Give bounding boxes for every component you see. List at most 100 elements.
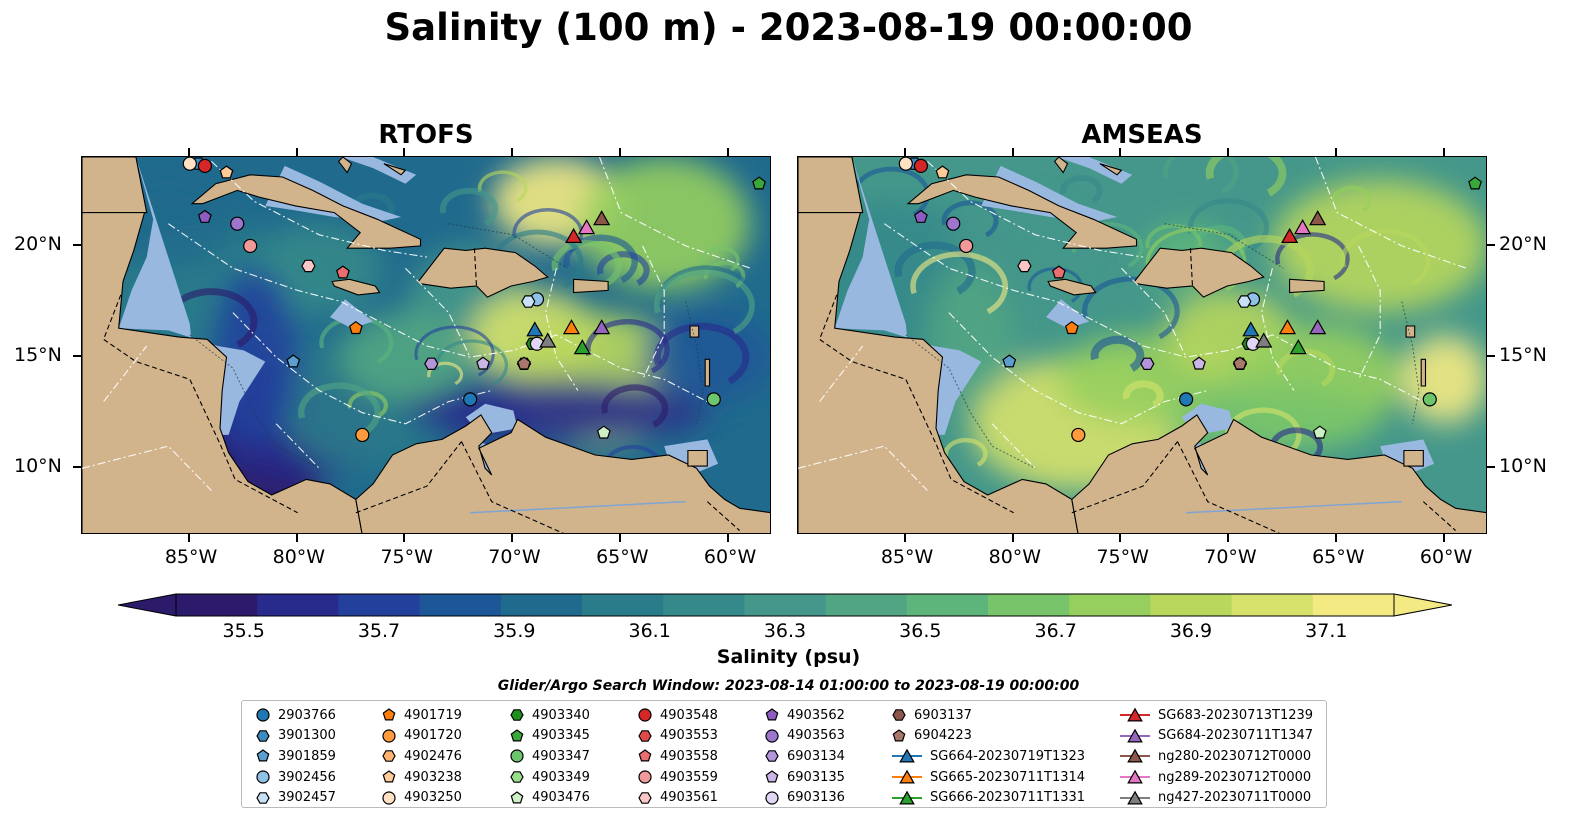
glider-marker-SG665-20230711T1314[interactable] — [562, 319, 581, 335]
float-marker-3902457[interactable] — [521, 295, 536, 308]
float-marker-2903766[interactable] — [1179, 392, 1194, 407]
glider-marker-ng280-20230712T0000[interactable] — [1309, 210, 1327, 226]
colorbar-tick-label: 35.7 — [357, 620, 401, 642]
float-marker-4903250[interactable] — [898, 157, 913, 171]
glider-marker-SG666-20230711T1331[interactable] — [1289, 339, 1307, 355]
legend-label: 4903561 — [660, 790, 718, 806]
panel-title-rtofs: RTOFS — [378, 120, 474, 150]
legend-label: SG683-20230713T1239 — [1158, 707, 1314, 723]
float-marker-4903562[interactable] — [197, 209, 212, 223]
glider-marker-SG665-20230711T1314[interactable] — [1278, 319, 1297, 335]
legend-item: 4903561 — [638, 787, 718, 808]
legend-item: 4903553 — [638, 726, 718, 747]
float-marker-4901719[interactable] — [1064, 320, 1079, 335]
legend-item: 3901300 — [256, 726, 336, 747]
legend-item: ng289-20230712T0000 — [1120, 767, 1313, 788]
glider-marker-SG666-20230711T1331[interactable] — [573, 339, 591, 355]
glider-marker-ng289-20230712T0000[interactable] — [577, 218, 596, 235]
legend-label: 4903345 — [532, 728, 590, 744]
legend-marker-icon — [638, 770, 652, 784]
float-marker-4903548[interactable] — [197, 158, 213, 173]
float-marker-4903559[interactable] — [959, 238, 974, 254]
legend-item: 4903347 — [510, 746, 590, 767]
legend-label: ng280-20230712T0000 — [1158, 748, 1312, 764]
float-marker-4901720[interactable] — [355, 427, 370, 443]
lon-tick — [903, 148, 906, 156]
float-marker-4903558[interactable] — [1051, 265, 1066, 279]
colorbar-segment — [663, 594, 745, 616]
float-marker-4901720[interactable] — [1071, 427, 1086, 443]
float-marker-4903561[interactable] — [301, 259, 316, 273]
legend-label: SG664-20230719T1323 — [930, 748, 1086, 764]
map-panel-amseas[interactable] — [797, 156, 1487, 534]
float-marker-4903476[interactable] — [596, 425, 611, 439]
eez-lines — [82, 157, 751, 491]
legend-marker-icon — [510, 729, 524, 742]
glider-marker-SG683-20230713T1239[interactable] — [565, 227, 583, 244]
float-marker-6903134[interactable] — [1140, 357, 1155, 370]
float-marker-4903345[interactable] — [752, 176, 766, 190]
float-marker-6903135[interactable] — [1192, 356, 1206, 370]
float-marker-3901859[interactable] — [1002, 354, 1017, 368]
float-marker-6903134[interactable] — [424, 357, 439, 370]
glider-marker-SG683-20230713T1239[interactable] — [1281, 227, 1299, 244]
float-marker-4903563[interactable] — [946, 216, 961, 231]
float-marker-4903345[interactable] — [1468, 176, 1482, 190]
legend-marker-icon — [382, 750, 396, 763]
float-marker-3902457[interactable] — [1237, 295, 1252, 308]
float-marker-2903766[interactable] — [463, 392, 478, 407]
float-marker-6904223[interactable] — [1233, 356, 1247, 370]
lon-tick-label: 65°W — [596, 546, 649, 568]
lon-tick-label: 80°W — [272, 546, 326, 568]
glider-marker-ng427-20230711T0000[interactable] — [1255, 332, 1273, 348]
float-marker-6904223[interactable] — [517, 356, 531, 370]
lon-tick — [619, 148, 622, 156]
lon-tick — [187, 148, 190, 156]
float-marker-4901719[interactable] — [348, 320, 363, 335]
eez-lines — [798, 157, 1467, 491]
legend-marker-icon — [382, 770, 396, 783]
legend-marker-icon — [1120, 749, 1150, 763]
glider-marker-ng289-20230712T0000[interactable] — [1293, 218, 1312, 235]
legend-marker-icon — [765, 729, 779, 743]
platform-markers[interactable] — [898, 157, 1482, 443]
float-marker-4903347[interactable] — [1422, 392, 1437, 407]
colorbar-tick-label: 35.5 — [222, 620, 265, 642]
float-marker-4903548[interactable] — [913, 158, 929, 173]
legend-item: 4901719 — [382, 705, 462, 726]
float-marker-4903561[interactable] — [1017, 259, 1032, 273]
legend-item: 4903238 — [382, 767, 462, 788]
glider-marker-ng280-20230712T0000[interactable] — [593, 210, 611, 226]
colorbar-tick-label: 36.5 — [899, 620, 942, 642]
legend-marker-icon — [638, 708, 652, 722]
lon-tick-label: 80°W — [988, 546, 1042, 568]
float-marker-4903238[interactable] — [219, 165, 234, 179]
float-marker-4903558[interactable] — [335, 265, 350, 279]
map-panel-rtofs[interactable] — [81, 156, 771, 534]
glider-marker-SG684-20230711T1347[interactable] — [1309, 319, 1327, 335]
legend-marker-icon — [892, 769, 922, 784]
float-marker-4903562[interactable] — [913, 209, 928, 223]
float-marker-4903238[interactable] — [935, 165, 950, 179]
platform-markers[interactable] — [182, 157, 766, 443]
colorbar-segment — [1231, 594, 1314, 616]
lon-tick — [403, 148, 406, 156]
lat-tick-label: 20°N — [1499, 232, 1547, 255]
float-marker-4903559[interactable] — [243, 238, 258, 254]
float-marker-4903563[interactable] — [230, 216, 245, 231]
glider-marker-SG684-20230711T1347[interactable] — [593, 319, 611, 335]
float-marker-4903476[interactable] — [1312, 425, 1327, 439]
lat-tick — [73, 355, 81, 358]
glider-marker-SG664-20230719T1323[interactable] — [1242, 321, 1260, 337]
float-marker-4903347[interactable] — [706, 392, 721, 407]
legend-marker-icon — [382, 791, 396, 805]
float-marker-4903250[interactable] — [182, 157, 197, 171]
colorbar-segment — [176, 594, 258, 616]
glider-marker-SG664-20230719T1323[interactable] — [526, 321, 544, 337]
legend-label: 6903136 — [787, 790, 845, 806]
legend-marker-icon — [892, 729, 906, 742]
glider-marker-ng427-20230711T0000[interactable] — [539, 332, 557, 348]
lon-tick — [295, 534, 298, 542]
float-marker-3901859[interactable] — [286, 354, 301, 368]
float-marker-6903135[interactable] — [476, 356, 490, 370]
